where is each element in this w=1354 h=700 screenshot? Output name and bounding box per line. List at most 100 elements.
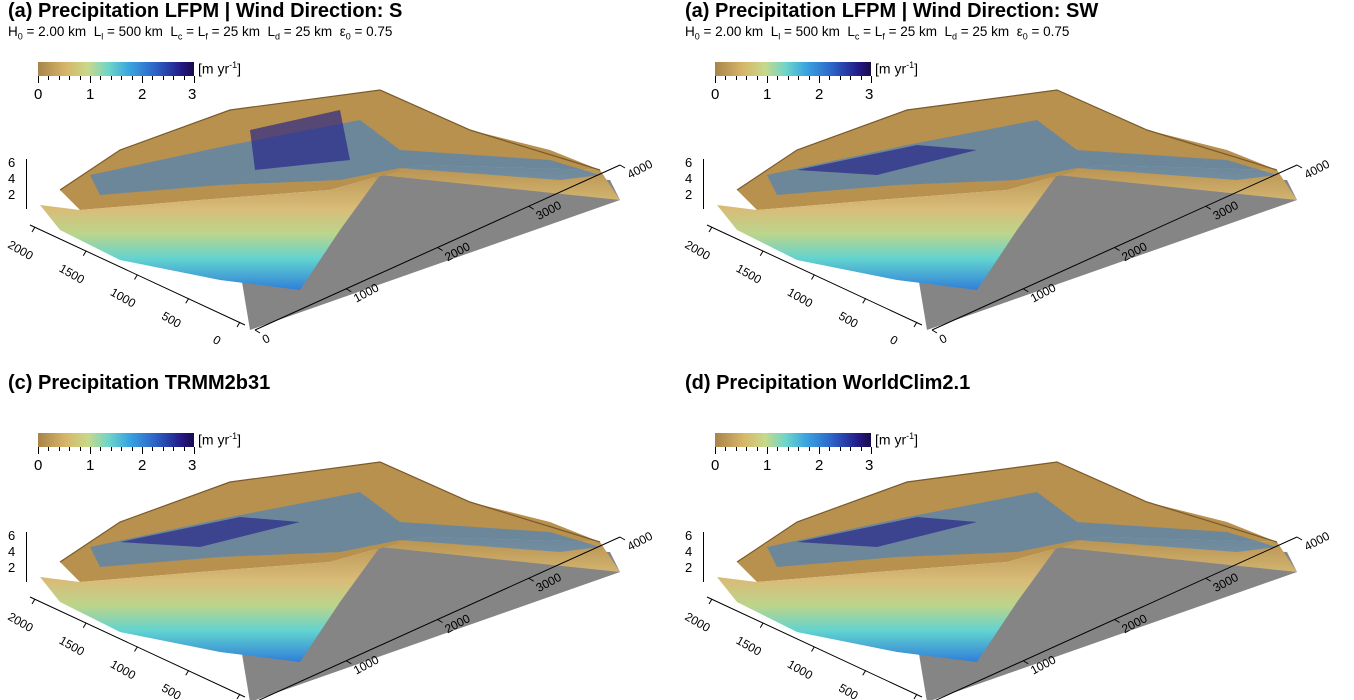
slope-surface — [717, 165, 1297, 290]
x-tick-label: 4000 — [625, 529, 655, 554]
colorbar-ticks — [38, 76, 195, 83]
x-tick-label: 4000 — [1302, 529, 1332, 554]
wet-band — [767, 120, 1277, 195]
wet-band — [90, 492, 600, 567]
ridge-line — [736, 89, 1278, 191]
colorbar-ticks — [715, 76, 872, 83]
y-tick-label: 500 — [836, 309, 861, 331]
x-tick-label: 4000 — [1302, 157, 1332, 182]
z-tick-label: 6 — [685, 528, 693, 543]
colorbar — [38, 62, 194, 76]
y-tick-label: 2000 — [683, 609, 713, 635]
panel-b: (a) Precipitation LFPM | Wind Direction:… — [677, 0, 1354, 350]
panel-title: (a) Precipitation LFPM | Wind Direction:… — [8, 0, 403, 22]
ridge-line — [59, 461, 601, 563]
z-tick-label: 4 — [685, 544, 693, 559]
ridge-line — [736, 461, 1278, 563]
ridge-line — [59, 89, 601, 191]
x-tick-label: 0 — [260, 331, 273, 347]
colorbar-label: 0 — [711, 457, 720, 474]
colorbar — [38, 433, 194, 447]
colorbar-label: 1 — [763, 86, 772, 103]
panel-subtitle: H0 = 2.00 km Ll = 500 km Lc = Lf = 25 km… — [8, 24, 393, 42]
y-tick-label: 1000 — [785, 285, 815, 311]
z-tick-label: 2 — [685, 187, 693, 202]
colorbar-label: 2 — [138, 86, 147, 103]
panel-a: (a) Precipitation LFPM | Wind Direction:… — [0, 0, 677, 350]
colorbar-label: 0 — [34, 86, 43, 103]
colorbar-unit: [m yr-1] — [198, 431, 242, 448]
wet-core — [797, 145, 977, 175]
panel-d: (d) Precipitation WorldClim2.1 [m yr-1] … — [677, 350, 1354, 700]
y-tick-label: 1500 — [57, 261, 87, 287]
z-tick-label: 4 — [8, 171, 16, 186]
y-tick-label: 0 — [888, 332, 901, 348]
colorbar-label: 0 — [711, 86, 720, 103]
slope-surface — [40, 537, 620, 662]
y-tick-label: 2000 — [683, 237, 713, 263]
colorbar-unit: [m yr-1] — [875, 60, 919, 77]
z-tick-label: 6 — [8, 528, 16, 543]
y-tick-label: 500 — [159, 309, 184, 331]
colorbar-unit: [m yr-1] — [875, 431, 919, 448]
panel-subtitle: H0 = 2.00 km Ll = 500 km Lc = Lf = 25 km… — [685, 24, 1070, 42]
y-tick-label: 500 — [159, 681, 184, 700]
y-tick-label: 1000 — [108, 285, 138, 311]
colorbar-ticks — [38, 447, 195, 454]
ocean-surface — [917, 542, 1297, 700]
wet-band — [767, 492, 1277, 567]
y-tick-label: 1500 — [734, 261, 764, 287]
wet-core — [797, 517, 977, 547]
z-tick-label: 2 — [8, 187, 16, 202]
x-tick-label: 4000 — [625, 157, 655, 182]
colorbar — [715, 433, 871, 447]
ocean-surface — [240, 542, 620, 700]
colorbar-label: 3 — [865, 86, 874, 103]
y-tick-label: 2000 — [6, 609, 36, 635]
colorbar-label: 1 — [763, 457, 772, 474]
wet-core — [250, 110, 350, 170]
y-tick-label: 0 — [211, 332, 224, 348]
slope-surface — [40, 165, 620, 290]
y-tick-label: 1000 — [785, 657, 815, 683]
colorbar-ticks — [715, 447, 872, 454]
y-tick-label: 1500 — [734, 633, 764, 659]
colorbar — [715, 62, 871, 76]
panel-title: (d) Precipitation WorldClim2.1 — [685, 372, 971, 394]
colorbar-label: 3 — [188, 86, 197, 103]
panel-title: (a) Precipitation LFPM | Wind Direction:… — [685, 0, 1099, 22]
z-tick-label: 6 — [685, 155, 693, 170]
colorbar-label: 0 — [34, 457, 43, 474]
z-tick-label: 4 — [8, 544, 16, 559]
ocean-surface — [240, 170, 620, 330]
z-tick-label: 2 — [685, 560, 693, 575]
z-axis: 6 4 2 — [685, 155, 715, 215]
colorbar-label: 3 — [865, 457, 874, 474]
z-tick-label: 4 — [685, 171, 693, 186]
z-tick-label: 2 — [8, 560, 16, 575]
z-axis: 6 4 2 — [8, 155, 38, 215]
slope-surface — [717, 537, 1297, 662]
wet-core — [120, 517, 300, 547]
y-tick-label: 2000 — [6, 237, 36, 263]
colorbar-label: 2 — [815, 86, 824, 103]
x-tick-label: 0 — [937, 331, 950, 347]
colorbar-unit: [m yr-1] — [198, 60, 242, 77]
colorbar-label: 3 — [188, 457, 197, 474]
panel-title: (c) Precipitation TRMM2b31 — [8, 372, 271, 394]
colorbar-label: 2 — [138, 457, 147, 474]
y-tick-label: 500 — [836, 681, 861, 700]
z-axis: 6 4 2 — [8, 528, 38, 588]
colorbar-label: 1 — [86, 86, 95, 103]
y-tick-label: 1000 — [108, 657, 138, 683]
colorbar-label: 2 — [815, 457, 824, 474]
colorbar-label: 1 — [86, 457, 95, 474]
ocean-surface — [917, 170, 1297, 330]
z-tick-label: 6 — [8, 155, 16, 170]
z-axis: 6 4 2 — [685, 528, 715, 588]
y-tick-label: 1500 — [57, 633, 87, 659]
